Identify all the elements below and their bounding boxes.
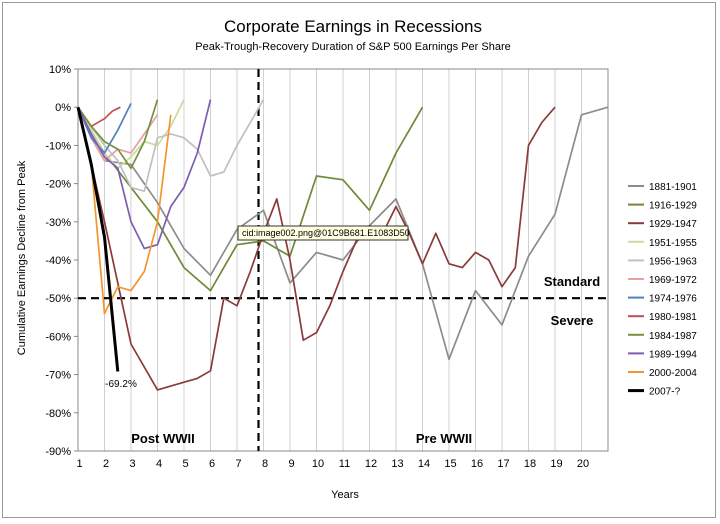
image-tooltip: cid:image002.png@01C9B681.E1083D50 [237, 225, 410, 241]
series-line-1956-1963 [77, 99, 265, 193]
x-tick-label: 1 [76, 458, 82, 470]
y-axis-ticks: 10% 0% -10% -20% -30% -40% -50% -60% -70% -80% -90… [45, 64, 78, 458]
reference-lines [78, 69, 608, 451]
x-tick-label: 7 [235, 458, 241, 470]
series-line-2000-2004 [77, 107, 172, 315]
legend-label: 1951-1955 [649, 238, 697, 249]
y-tick-label: -50% [45, 293, 71, 305]
legend-label: 1989-1994 [649, 349, 697, 360]
series-line-1984-1987 [77, 99, 159, 170]
x-tick-label: 15 [444, 458, 456, 470]
y-tick-label: -90% [45, 446, 71, 458]
x-tick-label: 12 [365, 458, 377, 470]
x-tick-label: 4 [156, 458, 162, 470]
series-line-1881-1901 [77, 106, 609, 361]
chart-frame: Corporate Earnings in Recessions Peak-Tr… [2, 2, 716, 518]
x-tick-label: 11 [339, 458, 350, 470]
image-tooltip-box [237, 225, 409, 241]
legend-label: 1974-1976 [649, 294, 697, 305]
legend-label: 1984-1987 [649, 331, 697, 342]
x-tick-label: 19 [550, 458, 562, 470]
series-line-1916-1929 [77, 106, 424, 292]
x-tick-label: 2 [103, 458, 109, 470]
chart-title: Corporate Earnings in Recessions [224, 17, 482, 36]
x-tick-label: 5 [182, 458, 188, 470]
legend-label: 1956-1963 [649, 256, 697, 267]
x-axis-ticks: 1 2 3 4 5 6 7 8 9 10 11 12 13 14 15 16 17 18 19 20 [76, 458, 589, 470]
x-axis-label: Years [331, 489, 359, 501]
series-line-1929-1947 [77, 106, 556, 391]
y-tick-label: -60% [45, 331, 71, 343]
legend-label: 1916-1929 [649, 201, 697, 212]
y-tick-label: -80% [45, 408, 71, 420]
y-tick-label: -70% [45, 370, 71, 382]
label-standard: Standard [544, 274, 600, 289]
series-end-label: -69.2% [105, 379, 137, 390]
label-pre-wwii: Pre WWII [416, 431, 472, 446]
y-tick-label: -40% [45, 255, 71, 267]
y-tick-label: -30% [45, 217, 71, 229]
y-axis-label: Cumulative Earnings Decline from Peak [16, 160, 28, 355]
x-tick-label: 3 [129, 458, 135, 470]
x-tick-label: 14 [418, 458, 430, 470]
legend-label: 1980-1981 [649, 312, 697, 323]
x-tick-label: 9 [288, 458, 294, 470]
series-lines [76, 99, 609, 391]
y-tick-label: 0% [55, 102, 71, 114]
chart: Corporate Earnings in Recessions Peak-Tr… [16, 17, 697, 501]
x-tick-label: 10 [312, 458, 324, 470]
series-line-1951-1955 [77, 99, 185, 170]
chart-subtitle: Peak-Trough-Recovery Duration of S&P 500… [195, 41, 511, 53]
x-tick-label: 17 [497, 458, 509, 470]
y-tick-label: -20% [45, 179, 71, 191]
y-tick-label: 10% [49, 64, 71, 76]
x-tick-label: 20 [577, 458, 589, 470]
series-line-2007-? [76, 106, 120, 372]
legend-label: 1881-1901 [649, 182, 697, 193]
series-line-1974-1976 [77, 103, 132, 154]
legend-label: 1929-1947 [649, 219, 697, 230]
legend-label: 1969-1972 [649, 275, 697, 286]
x-tick-label: 13 [391, 458, 403, 470]
legend-label: 2000-2004 [649, 368, 697, 379]
x-tick-label: 8 [262, 458, 268, 470]
y-tick-label: -10% [45, 140, 71, 152]
x-tick-label: 16 [471, 458, 483, 470]
legend-label: 2007-? [649, 387, 681, 398]
label-post-wwii: Post WWII [131, 431, 195, 446]
x-tick-label: 6 [209, 458, 215, 470]
grid-lines [104, 69, 609, 451]
x-tick-label: 18 [524, 458, 536, 470]
series-line-1989-1994 [77, 99, 212, 250]
label-severe: Severe [551, 313, 594, 328]
legend: 1881-1901 1916-1929 1929-1947 1951-1955 1956… [628, 182, 697, 398]
image-tooltip-text: cid:image002.png@01C9B681.E1083D50 [242, 228, 410, 238]
